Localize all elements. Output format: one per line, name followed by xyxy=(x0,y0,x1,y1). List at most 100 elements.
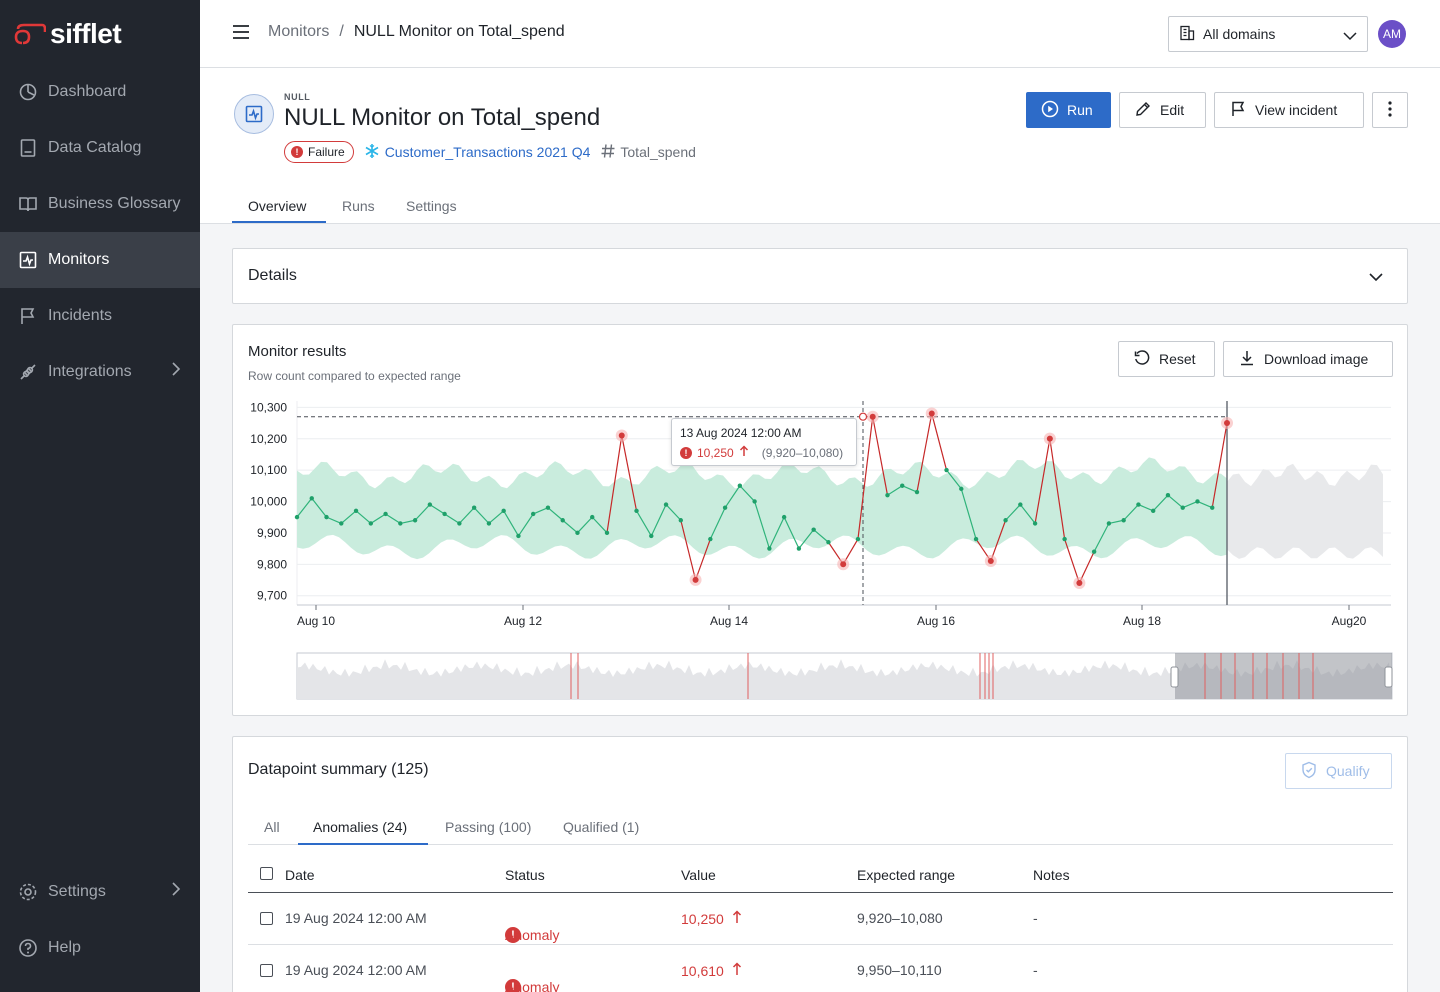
snowflake-icon xyxy=(364,143,380,162)
x-tick-label: Aug20 xyxy=(1332,614,1367,628)
sidebar: sifflet Dashboard Data Catalog Business … xyxy=(0,0,200,992)
monitor-type-icon xyxy=(234,94,274,134)
dataset-link[interactable]: Customer_Transactions 2021 Q4 xyxy=(364,143,591,162)
data-point xyxy=(457,521,462,526)
table-row[interactable]: 19 Aug 2024 12:00 AM ! Anomaly 10,250 9,… xyxy=(248,893,1393,945)
details-panel[interactable]: Details xyxy=(232,248,1408,304)
data-point xyxy=(442,511,447,517)
data-point xyxy=(1003,518,1008,523)
sidebar-item-label: Integrations xyxy=(48,363,132,380)
row-value: 10,610 xyxy=(681,962,742,979)
table-row[interactable]: 19 Aug 2024 12:00 AM ! Anomaly 10,610 9,… xyxy=(248,945,1393,992)
edit-button[interactable]: Edit xyxy=(1119,92,1206,128)
data-point xyxy=(767,546,772,551)
domain-select[interactable]: All domains xyxy=(1168,16,1368,52)
view-incident-button[interactable]: View incident xyxy=(1214,92,1364,128)
data-point xyxy=(590,514,595,520)
tab-runs[interactable]: Runs xyxy=(342,198,375,214)
results-subtitle: Row count compared to expected range xyxy=(248,369,461,383)
sidebar-item-settings[interactable]: Settings xyxy=(0,864,200,920)
tab-passing[interactable]: Passing (100) xyxy=(445,819,532,835)
series-segment xyxy=(340,510,357,524)
sidebar-item-label: Business Glossary xyxy=(48,195,181,212)
dataset-name: Customer_Transactions 2021 Q4 xyxy=(384,144,591,160)
row-checkbox[interactable] xyxy=(260,964,273,977)
row-notes: - xyxy=(1033,910,1038,926)
series-segment xyxy=(902,485,918,493)
sifflet-logo[interactable]: sifflet xyxy=(14,18,122,50)
data-point xyxy=(678,518,684,523)
run-button[interactable]: Run xyxy=(1026,92,1111,128)
column-tag: Total_spend xyxy=(600,143,696,162)
monitor-results-chart[interactable]: 10,300 10,200 10,100 10,000 9,900 9,800 9,700 A… xyxy=(233,325,1409,717)
page-title: NULL Monitor on Total_spend xyxy=(284,104,601,131)
series-segment xyxy=(636,510,652,537)
column-name: Total_spend xyxy=(620,144,696,160)
sidebar-item-data-catalog[interactable]: Data Catalog xyxy=(0,120,200,176)
column-header-value[interactable]: Value xyxy=(681,867,716,883)
series-segment xyxy=(709,507,726,540)
sidebar-item-dashboard[interactable]: Dashboard xyxy=(0,64,200,120)
tab-qualified[interactable]: Qualified (1) xyxy=(563,819,640,835)
series-segment xyxy=(798,529,815,549)
tab-anomalies[interactable]: Anomalies (24) xyxy=(313,819,408,835)
data-point xyxy=(339,521,344,526)
breadcrumb-monitors[interactable]: Monitors xyxy=(268,23,330,40)
sidebar-item-help[interactable]: Help xyxy=(0,920,200,976)
series-segment xyxy=(591,516,608,534)
series-segment xyxy=(872,416,889,496)
avatar[interactable]: AM xyxy=(1378,20,1406,48)
summary-tabs: All Anomalies (24) Passing (100) Qualifi… xyxy=(248,807,1393,845)
table-header: Date Status Value Expected range Notes xyxy=(248,855,1393,893)
select-all-checkbox[interactable] xyxy=(260,867,273,880)
x-tick-label: Aug 18 xyxy=(1123,614,1161,628)
data-point xyxy=(368,521,374,526)
chevron-down-icon[interactable] xyxy=(1369,269,1383,287)
error-icon: ! xyxy=(680,446,692,459)
building-icon xyxy=(1179,25,1195,44)
column-header-expected-range[interactable]: Expected range xyxy=(857,867,956,883)
play-circle-icon xyxy=(1041,100,1059,121)
data-point xyxy=(973,536,979,542)
data-point xyxy=(855,536,861,542)
navigator-handle-right xyxy=(1384,666,1393,688)
reset-button[interactable]: Reset xyxy=(1118,341,1215,377)
hamburger-menu-icon[interactable] xyxy=(232,24,250,45)
data-point xyxy=(471,505,477,510)
row-date: 19 Aug 2024 12:00 AM xyxy=(285,962,427,978)
data-point xyxy=(826,540,831,545)
tooltip-value: 10,250 xyxy=(697,445,734,460)
download-image-button[interactable]: Download image xyxy=(1223,341,1393,377)
series-segment xyxy=(562,519,578,534)
run-button-label: Run xyxy=(1067,102,1093,118)
details-title: Details xyxy=(248,267,297,284)
tab-overview[interactable]: Overview xyxy=(248,198,307,214)
y-tick-label: 9,800 xyxy=(257,557,287,571)
data-point xyxy=(1121,518,1126,523)
series-segment xyxy=(1064,538,1080,584)
series-segment xyxy=(400,519,416,524)
series-segment xyxy=(547,507,564,521)
sidebar-item-monitors[interactable]: Monitors xyxy=(0,232,200,288)
sidebar-item-business-glossary[interactable]: Business Glossary xyxy=(0,176,200,232)
arrow-up-icon xyxy=(739,445,749,460)
help-icon xyxy=(18,938,38,958)
column-header-date[interactable]: Date xyxy=(285,867,315,883)
sidebar-item-integrations[interactable]: Integrations xyxy=(0,344,200,400)
y-tick-label: 9,700 xyxy=(257,589,287,603)
tab-settings[interactable]: Settings xyxy=(406,198,457,214)
tooltip-range: (9,920–10,080) xyxy=(761,445,844,460)
qualify-button[interactable]: Qualify xyxy=(1285,753,1392,789)
column-header-notes[interactable]: Notes xyxy=(1033,867,1070,883)
tab-all[interactable]: All xyxy=(264,819,280,835)
sidebar-item-incidents[interactable]: Incidents xyxy=(0,288,200,344)
view-incident-label: View incident xyxy=(1255,102,1338,118)
column-header-status[interactable]: Status xyxy=(505,867,545,883)
more-options-button[interactable] xyxy=(1372,92,1408,128)
arrow-up-icon xyxy=(732,962,742,979)
row-checkbox[interactable] xyxy=(260,912,273,925)
data-point xyxy=(900,483,905,488)
series-segment xyxy=(1138,504,1154,512)
series-segment xyxy=(754,501,770,549)
dashboard-icon xyxy=(18,82,38,102)
